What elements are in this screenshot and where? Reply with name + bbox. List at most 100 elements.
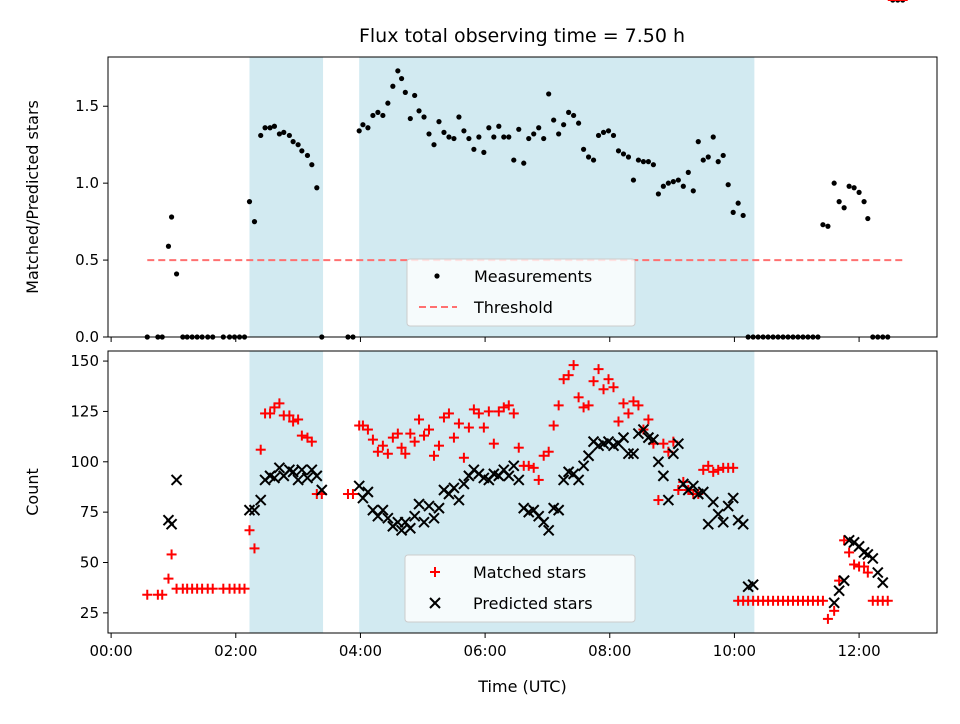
matched-star-point	[593, 364, 604, 375]
predicted-star-point	[582, 450, 595, 462]
matched-star-point	[463, 422, 474, 433]
matched-star-point	[573, 392, 584, 403]
predicted-star-point	[672, 437, 685, 450]
predicted-star-point	[552, 504, 565, 516]
measurement-point	[271, 123, 278, 129]
measurement-point	[370, 112, 376, 119]
measurement-point	[471, 146, 477, 152]
measurement-point	[615, 148, 622, 154]
predicted-star-point	[717, 516, 729, 528]
matched-star-point	[443, 408, 454, 419]
matched-star-point	[448, 432, 459, 443]
measurement-point	[531, 131, 537, 137]
bottom-y-axis-label: Count	[23, 468, 42, 516]
y-tick-label: 0.5	[75, 251, 99, 269]
bot-shade-band	[249, 351, 324, 633]
matched-star-point	[658, 438, 669, 449]
y-tick-label: 150	[70, 352, 99, 370]
matched-star-point	[478, 422, 489, 433]
legend-predicted-marker	[429, 597, 441, 609]
predicted-star-point	[867, 552, 879, 565]
measurement-point	[680, 183, 686, 189]
x-tick-label: 08:00	[588, 642, 631, 660]
bottom-y-axis: 25 50 75 100 125 150	[70, 352, 108, 622]
predicted-star-point	[702, 518, 714, 530]
measurement-point	[590, 157, 597, 163]
matched-star-point	[433, 440, 444, 451]
predicted-star-point	[453, 494, 465, 506]
matched-star-point	[643, 414, 654, 425]
measurement-point	[831, 180, 837, 186]
measurement-point	[461, 128, 467, 134]
measurement-point	[299, 148, 305, 154]
measurement-point	[575, 120, 582, 126]
measurement-point	[486, 125, 492, 131]
measurement-point	[309, 162, 315, 168]
measurement-point	[496, 123, 502, 129]
matched-star-point	[249, 543, 260, 554]
x-tick-label: 10:00	[713, 642, 756, 660]
predicted-star-point	[301, 472, 314, 484]
measurement-point	[516, 126, 522, 132]
measurement-point	[851, 185, 857, 191]
matched-star-point	[829, 605, 840, 616]
legend-measurements-label: Measurements	[474, 267, 592, 286]
predicted-star-point	[722, 500, 734, 512]
measurement-point	[385, 100, 391, 106]
measurement-point	[640, 159, 647, 165]
legend-measurement-marker	[434, 273, 440, 279]
matched-star-point	[603, 374, 614, 385]
matched-star-point	[882, 595, 893, 606]
predicted-star-point	[508, 460, 520, 472]
predicted-star-point	[413, 498, 425, 510]
matched-star-point	[822, 613, 833, 624]
x-axis-label: Time (UTC)	[477, 677, 566, 696]
measurement-point	[720, 152, 726, 159]
matched-star-point	[834, 575, 845, 586]
predicted-star-point	[362, 486, 374, 498]
matched-star-point	[713, 464, 724, 475]
measurement-point	[670, 179, 676, 185]
matched-star-point	[618, 398, 629, 409]
y-tick-label: 75	[80, 503, 99, 521]
predicted-star-point	[377, 504, 389, 516]
measurement-point	[262, 125, 268, 131]
measurement-point	[595, 132, 602, 139]
measurement-point	[580, 146, 587, 152]
predicted-star-point	[353, 480, 365, 492]
measurement-point	[730, 209, 736, 215]
measurement-point	[625, 154, 632, 160]
measurement-point	[675, 177, 681, 183]
predicted-star-point	[662, 494, 675, 506]
top-plot-frame	[107, 56, 938, 338]
measurement-point	[841, 205, 847, 211]
measurement-point	[506, 134, 512, 140]
top-y-axis-label: Matched/Predicted stars	[23, 100, 42, 294]
matched-star-point	[608, 382, 619, 393]
matched-star-point	[347, 489, 358, 500]
measurement-point	[314, 185, 320, 191]
predicted-star-point	[727, 492, 739, 504]
matched-star-point	[239, 583, 250, 594]
matched-star-point	[488, 438, 499, 449]
measurement-point	[865, 215, 871, 222]
measurement-point	[398, 75, 405, 82]
predicted-star-point	[395, 524, 408, 536]
top-x-ticks	[110, 337, 860, 342]
top-panel: 0.0 0.5 1.0 1.5 Matched/Predicted stars Mea…	[23, 0, 938, 346]
measurement-point	[685, 169, 691, 175]
predicted-star-point	[657, 470, 670, 482]
measurement-point	[710, 134, 716, 140]
predicted-star-points	[162, 423, 889, 609]
x-tick-label: 02:00	[214, 642, 257, 660]
matched-star-point	[284, 410, 295, 421]
predicted-star-point	[637, 423, 650, 436]
matched-star-point	[265, 408, 276, 419]
matched-star-point	[528, 462, 539, 473]
matched-star-point	[163, 573, 174, 584]
top-legend-box	[406, 258, 636, 327]
matched-star-point	[703, 460, 714, 471]
y-tick-label: 125	[70, 402, 99, 420]
measurement-point	[645, 159, 652, 165]
predicted-star-point	[707, 496, 719, 508]
